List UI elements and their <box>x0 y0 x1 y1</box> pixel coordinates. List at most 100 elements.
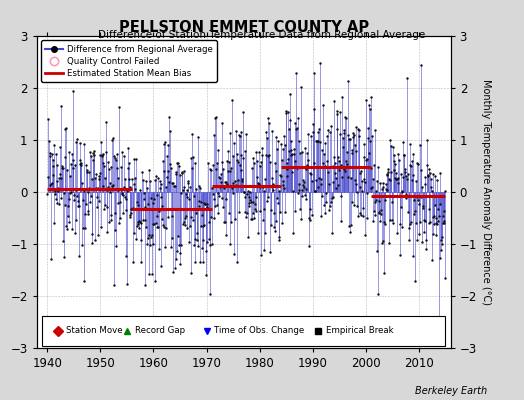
Point <box>424 172 432 179</box>
Point <box>101 175 109 181</box>
Point <box>261 129 270 135</box>
Point <box>361 232 369 239</box>
Point <box>169 268 178 275</box>
Point <box>392 176 400 182</box>
Point <box>339 144 347 150</box>
Point <box>343 148 351 155</box>
Point <box>52 162 61 169</box>
Point <box>124 145 133 151</box>
Point <box>107 164 115 170</box>
Point <box>396 252 405 258</box>
Point <box>400 152 408 159</box>
Point <box>44 174 52 180</box>
Point <box>246 197 255 203</box>
Point <box>59 238 68 244</box>
Point <box>405 225 413 231</box>
Point <box>308 212 316 219</box>
Point <box>179 219 188 225</box>
Point <box>372 197 380 204</box>
Point <box>353 203 362 210</box>
Point <box>104 184 113 190</box>
Point <box>283 160 291 166</box>
Point <box>190 242 198 248</box>
Point <box>351 142 359 149</box>
Point <box>50 141 59 148</box>
Point <box>129 230 138 237</box>
Point <box>172 169 180 176</box>
Point <box>219 204 227 210</box>
Point <box>313 184 322 190</box>
Point <box>436 170 445 176</box>
Point <box>212 166 221 172</box>
Point <box>68 88 77 94</box>
Point <box>93 194 102 200</box>
Point <box>300 178 309 185</box>
Point <box>417 194 425 200</box>
Point <box>145 166 153 173</box>
Point <box>250 201 259 207</box>
Point <box>148 232 156 238</box>
Point <box>346 221 355 228</box>
Point <box>156 185 164 191</box>
Point <box>252 208 260 214</box>
Point <box>67 189 75 196</box>
Point <box>139 176 147 183</box>
Point <box>414 231 423 237</box>
Point <box>287 147 296 153</box>
Point <box>193 237 201 243</box>
Point <box>314 174 323 181</box>
Point <box>283 173 292 179</box>
Point <box>374 209 383 215</box>
Point <box>423 162 431 168</box>
Point <box>346 228 354 235</box>
Point <box>214 190 222 196</box>
Point <box>53 178 62 184</box>
Point <box>303 150 311 156</box>
Point <box>256 208 265 214</box>
Point <box>155 207 163 214</box>
Point <box>136 219 144 226</box>
Point <box>79 196 88 203</box>
Point <box>192 186 200 193</box>
Point <box>310 106 318 112</box>
Point <box>423 173 432 180</box>
Point <box>354 127 363 133</box>
Point <box>212 114 220 120</box>
Point <box>279 146 288 152</box>
Point <box>385 240 393 246</box>
Point <box>169 180 177 186</box>
Point <box>424 206 433 212</box>
Point <box>61 126 69 132</box>
Point <box>99 160 107 166</box>
Point <box>320 202 328 208</box>
Point <box>103 229 111 236</box>
Point <box>363 215 371 221</box>
Point <box>399 174 408 180</box>
Point <box>225 158 233 165</box>
Point <box>97 139 105 145</box>
Point <box>191 160 199 166</box>
Point <box>116 199 124 205</box>
Point <box>373 248 381 254</box>
Point <box>170 183 178 189</box>
Point <box>142 224 150 230</box>
Point <box>434 336 443 342</box>
Point <box>408 177 416 184</box>
Point <box>116 187 125 193</box>
Text: Empirical Break: Empirical Break <box>326 326 394 335</box>
Point <box>248 199 257 205</box>
Point <box>303 157 312 163</box>
Point <box>314 128 322 135</box>
Point <box>425 170 434 176</box>
Point <box>182 225 191 231</box>
Point <box>47 256 56 262</box>
Point <box>329 194 337 200</box>
Point <box>113 165 122 171</box>
Point <box>161 184 170 191</box>
Point <box>221 232 230 238</box>
Point <box>286 117 294 123</box>
Point <box>175 163 183 170</box>
Point <box>431 202 439 209</box>
Point <box>235 133 244 139</box>
Point <box>398 187 407 194</box>
